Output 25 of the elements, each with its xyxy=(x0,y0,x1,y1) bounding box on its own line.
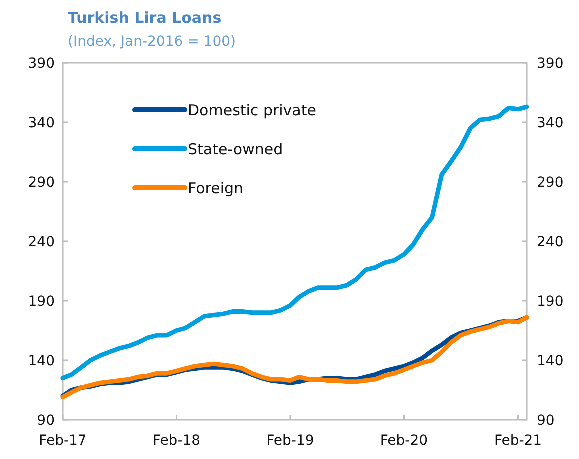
y-tick-label: 190 xyxy=(28,294,55,310)
legend-label: Domestic private xyxy=(188,101,316,120)
y-tick-label: 290 xyxy=(28,174,55,191)
y-tick-label: 90 xyxy=(37,412,55,429)
y-tick-label: 340 xyxy=(28,115,55,132)
y2-tick-label: 140 xyxy=(537,353,564,370)
x-tick-label: Feb-21 xyxy=(494,433,542,449)
line-series xyxy=(60,104,530,381)
y2-tick-label: 390 xyxy=(537,56,564,72)
x-tick-label: Feb-17 xyxy=(39,433,87,449)
x-tick-label: Feb-18 xyxy=(152,433,201,449)
y-tick-label: 140 xyxy=(28,353,55,370)
y-tick-label: 390 xyxy=(28,56,55,72)
y2-tick-label: 340 xyxy=(537,115,564,132)
legend-label: State-owned xyxy=(188,140,284,158)
x-tick-label: Feb-20 xyxy=(380,433,428,449)
y2-tick-label: 290 xyxy=(537,174,564,191)
chart-title: Turkish Lira Loans xyxy=(68,9,222,27)
legend-label: Foreign xyxy=(188,179,244,198)
y2-tick-label: 240 xyxy=(537,234,564,250)
y-tick-label: 240 xyxy=(28,234,55,250)
x-tick-label: Feb-19 xyxy=(266,433,314,449)
y2-tick-label: 90 xyxy=(537,412,555,429)
y2-tick-label: 190 xyxy=(537,294,564,310)
chart-subtitle: (Index, Jan-2016 = 100) xyxy=(68,34,236,50)
